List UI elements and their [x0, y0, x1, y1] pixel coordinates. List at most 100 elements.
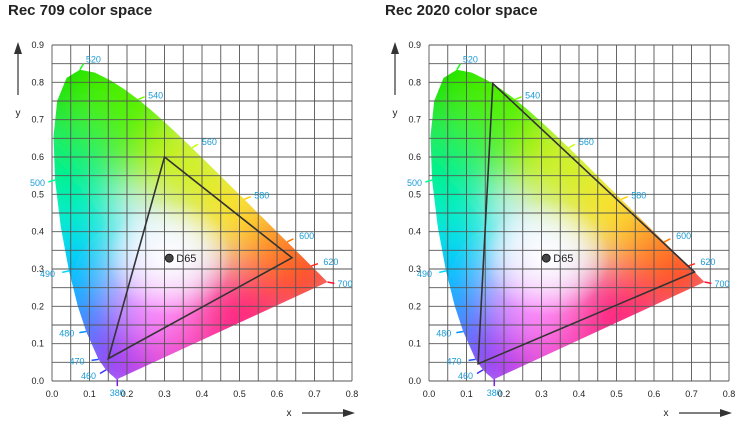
wavelength-label: 620	[700, 257, 715, 267]
chromaticity-chart: 0.0 0.1 0.2 0.3 0.4 0.5 0.6 0.7 0.8 0.0 0.1 0.2 0.3 0…	[391, 40, 736, 419]
y-tick-label: 0.4	[31, 227, 44, 237]
wavelength-tick	[568, 143, 576, 149]
x-tick-label: 0.8	[723, 389, 736, 399]
wavelength-label: 460	[458, 371, 473, 381]
chart-title: Rec 709 color space	[8, 2, 153, 19]
wavelength-tick	[620, 196, 628, 201]
white-point-marker	[541, 253, 551, 263]
wavelength-label: 580	[631, 190, 646, 200]
y-tick-label: 0.3	[408, 264, 421, 274]
x-tick-label: 0.3	[535, 389, 548, 399]
x-tick-label: 0.4	[196, 389, 209, 399]
chart-title: Rec 2020 color space	[385, 2, 538, 19]
y-tick-label: 0.2	[408, 301, 421, 311]
x-tick-label: 0.6	[271, 389, 284, 399]
wavelength-label: 470	[447, 356, 462, 366]
chromaticity-chart: 0.0 0.1 0.2 0.3 0.4 0.5 0.6 0.7 0.8 0.0 0.1 0.2 0.3 0…	[14, 40, 358, 419]
x-tick-label: 0.7	[308, 389, 321, 399]
wavelength-tick	[191, 143, 199, 149]
x-tick-label: 0.1	[83, 389, 96, 399]
spectral-locus-fill	[430, 69, 705, 380]
wavelength-label: 480	[436, 328, 451, 338]
x-tick-label: 0.3	[158, 389, 171, 399]
grid	[428, 44, 730, 382]
wavelength-tick	[311, 262, 319, 267]
wavelength-label: 380	[487, 388, 502, 398]
wavelength-tick	[456, 63, 462, 71]
wavelength-label: 560	[579, 137, 594, 147]
wavelength-label: 500	[30, 178, 45, 188]
wavelength-label: 560	[202, 137, 217, 147]
y-tick-label: 0.7	[31, 115, 44, 125]
wavelength-tick	[243, 196, 251, 201]
y-tick-label: 0.1	[31, 339, 44, 349]
y-tick-label: 0.7	[408, 115, 421, 125]
white-point-label: D65	[553, 253, 573, 265]
wavelength-label: 540	[148, 90, 163, 100]
y-tick-label: 0.5	[408, 189, 421, 199]
wavelength-label: 700	[715, 279, 730, 289]
y-tick-label: 0.2	[31, 301, 44, 311]
y-tick-label: 0.8	[31, 77, 44, 87]
x-tick-label: 0.4	[573, 389, 586, 399]
wavelength-labels: 380 460 470 480 490 500 520 540 560 580 600 620 700	[407, 55, 730, 398]
wavelength-tick	[137, 96, 145, 101]
wavelength-label: 490	[417, 269, 432, 279]
x-tick-label: 0.5	[610, 389, 623, 399]
wavelength-label: 460	[81, 371, 96, 381]
y-tick-label: 0.4	[408, 227, 421, 237]
wavelength-tick	[688, 262, 696, 267]
wavelength-tick	[79, 63, 85, 71]
wavelength-tick	[439, 270, 447, 274]
wavelength-tick	[456, 330, 464, 334]
wavelength-tick	[48, 179, 56, 183]
wavelength-tick	[468, 358, 476, 362]
grid	[51, 44, 353, 382]
wavelength-tick	[79, 330, 87, 334]
wavelength-label: 600	[676, 231, 691, 241]
wavelength-tick	[99, 369, 107, 375]
gamut-triangle	[107, 155, 294, 361]
y-tick-label: 0.1	[408, 339, 421, 349]
wavelength-tick	[476, 369, 484, 375]
axis-arrows	[391, 42, 732, 417]
wavelength-tick	[514, 96, 522, 101]
wavelength-tick	[91, 358, 99, 362]
wavelength-label: 620	[323, 257, 338, 267]
white-point-label: D65	[176, 253, 196, 265]
y-tick-label: 0.6	[408, 152, 421, 162]
x-axis-label: x	[287, 408, 292, 419]
y-tick-label: 0.3	[31, 264, 44, 274]
y-tick-label: 0.8	[408, 77, 421, 87]
wavelength-label: 470	[70, 356, 85, 366]
x-tick-label: 0.2	[498, 389, 511, 399]
wavelength-label: 480	[59, 328, 74, 338]
wavelength-tick	[62, 270, 70, 274]
wavelength-label: 580	[254, 190, 269, 200]
axis-arrows	[14, 42, 355, 417]
y-axis-label: y	[16, 108, 21, 119]
wavelength-label: 520	[463, 55, 478, 65]
y-tick-label: 0.0	[31, 376, 44, 386]
y-axis-label: y	[393, 108, 398, 119]
wavelength-tick	[663, 238, 671, 243]
chart-panel-rec709: Rec 709 color space 0.0 0.1 0.2 0.3 0.4 0.5 0.…	[8, 2, 358, 419]
y-tick-label: 0.9	[31, 40, 44, 50]
wavelength-tick	[425, 179, 433, 183]
wavelength-label: 540	[525, 90, 540, 100]
y-tick-label: 0.5	[31, 189, 44, 199]
wavelength-label: 380	[110, 388, 125, 398]
wavelength-tick	[704, 281, 712, 285]
wavelength-labels: 380 460 470 480 490 500 520 540 560 580 600 620 700	[30, 55, 353, 398]
y-tick-label: 0.0	[408, 376, 421, 386]
x-tick-label: 0.5	[233, 389, 246, 399]
wavelength-label: 490	[40, 269, 55, 279]
y-tick-label: 0.6	[31, 152, 44, 162]
x-tick-label: 0.0	[46, 389, 59, 399]
wavelength-tick	[286, 238, 294, 243]
wavelength-label: 500	[407, 178, 422, 188]
gamut-triangle	[477, 81, 696, 366]
wavelength-label: 520	[86, 55, 101, 65]
spectral-locus-fill	[53, 69, 328, 380]
white-point-marker	[164, 253, 174, 263]
